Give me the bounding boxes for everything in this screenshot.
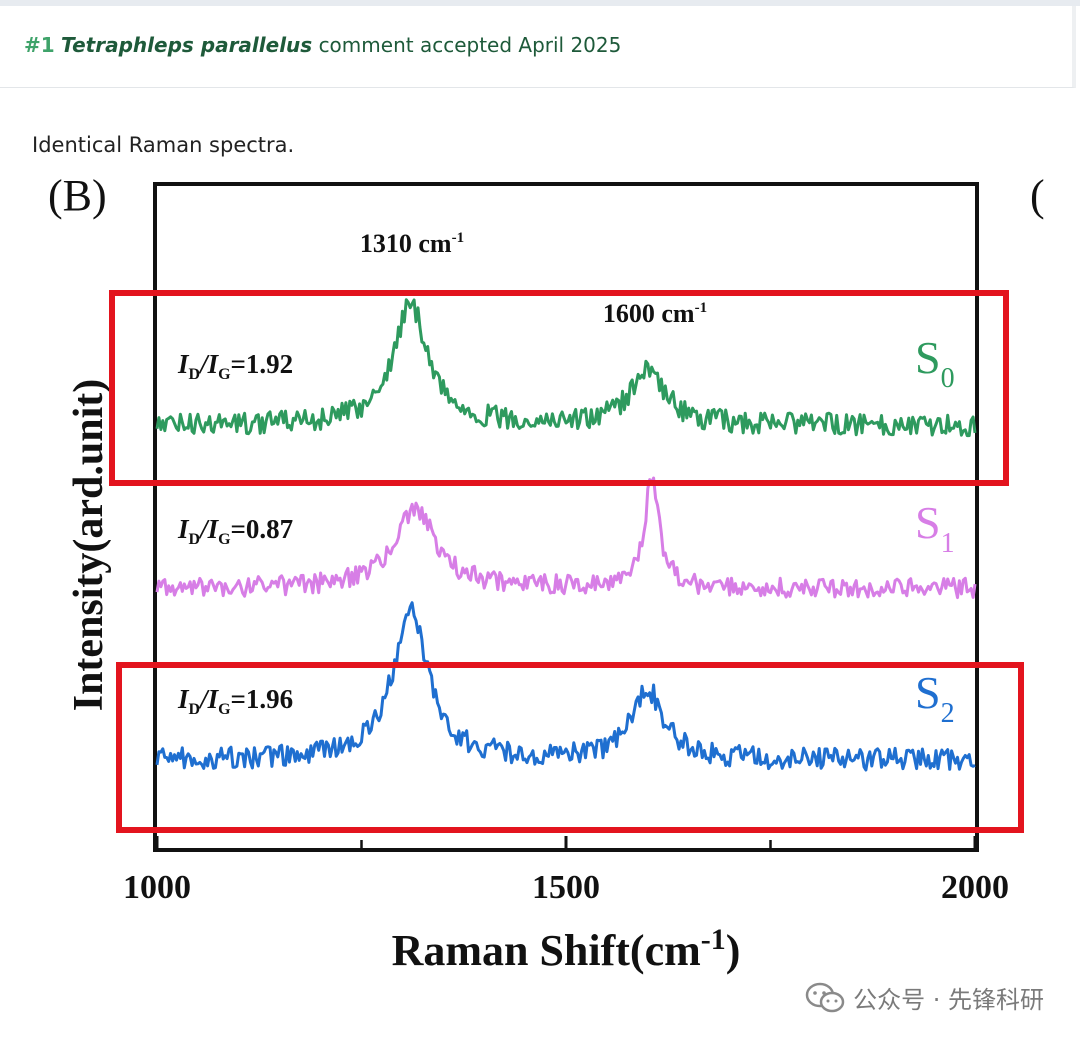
cropped-next-panel: ( — [1030, 171, 1045, 220]
comment-number[interactable]: #1 — [24, 33, 55, 57]
highlight-box-s2 — [116, 662, 1024, 833]
wechat-icon — [805, 982, 845, 1012]
peak-annotation-1310: 1310 cm-1 — [360, 229, 464, 258]
plot-frame — [153, 182, 979, 852]
x-tick-label-1000: 1000 — [123, 869, 191, 906]
ratio-label-s2: ID/IG=1.96 — [177, 684, 293, 718]
series-group — [155, 298, 977, 772]
y-axis-label: Intensity(ard.unit) — [66, 379, 112, 712]
series-line-s1 — [155, 476, 977, 600]
highlight-boxes — [109, 290, 1024, 833]
series-label-s1: S1 — [915, 497, 955, 559]
watermark-text: 公众号 · 先锋科研 — [853, 986, 1044, 1014]
comment-header: #1 Tetraphleps parallelus comment accept… — [0, 6, 1076, 88]
watermark: 公众号 · 先锋科研 — [805, 980, 1044, 1015]
top-strip — [0, 0, 1080, 6]
panel-label: (B) — [48, 171, 107, 220]
comment-title: #1 Tetraphleps parallelus comment accept… — [24, 33, 621, 57]
series-label-s0: S0 — [915, 332, 955, 394]
peak-annotation-1600: 1600 cm-1 — [603, 299, 707, 328]
series-line-s0 — [155, 298, 977, 438]
comment-caption: Identical Raman spectra. — [32, 133, 295, 157]
raman-chart: (B) ( Intensity(ard.unit) 1000 1500 2000 S… — [48, 171, 1045, 975]
x-axis-label: Raman Shift(cm-1) — [392, 923, 741, 975]
series-line-s2 — [155, 601, 976, 772]
x-tick-label-2000: 2000 — [941, 869, 1009, 906]
comment-status: comment accepted April 2025 — [318, 33, 622, 57]
highlight-box-s0 — [109, 290, 1009, 486]
series-label-s2: S2 — [915, 667, 955, 729]
ratio-label-s0: ID/IG=1.92 — [177, 349, 293, 383]
x-axis: 1000 1500 2000 — [123, 836, 1009, 906]
x-tick-label-1500: 1500 — [532, 869, 600, 906]
ratio-label-s1: ID/IG=0.87 — [177, 514, 293, 548]
species-name[interactable]: Tetraphleps parallelus — [61, 33, 313, 57]
annotations: S0 ID/IG=1.92 S1 ID/IG=0.87 S2 ID/IG=1.96 1310… — [177, 229, 955, 729]
